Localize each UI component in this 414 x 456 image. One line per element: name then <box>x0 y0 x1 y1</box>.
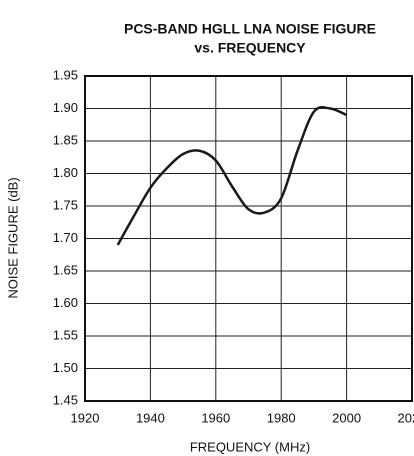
plot-frame <box>84 75 413 402</box>
x-tick-label: 1980 <box>267 410 296 425</box>
y-tick-label: 1.95 <box>53 67 78 82</box>
y-tick-label: 1.70 <box>53 230 78 245</box>
y-tick-label: 1.45 <box>53 392 78 407</box>
chart-title: PCS-BAND HGLL LNA NOISE FIGURE <box>124 21 376 37</box>
x-tick-label: 1940 <box>136 410 165 425</box>
y-tick-label: 1.50 <box>53 360 78 375</box>
data-line <box>116 106 348 246</box>
y-axis-label: NOISE FIGURE (dB) <box>5 177 20 298</box>
y-tick-label: 1.55 <box>53 327 78 342</box>
y-tick-label: 1.80 <box>53 165 78 180</box>
x-tick-label: 2000 <box>332 410 361 425</box>
x-tick-label: 1920 <box>71 410 100 425</box>
y-tick-label: 1.90 <box>53 100 78 115</box>
y-tick-label: 1.75 <box>53 197 78 212</box>
x-axis-label: FREQUENCY (MHz) <box>190 439 310 454</box>
x-tick-label: 2020 <box>398 410 414 425</box>
y-tick-label: 1.65 <box>53 262 78 277</box>
x-tick-label: 1960 <box>201 410 230 425</box>
chart-subtitle: vs. FREQUENCY <box>194 40 306 56</box>
y-tick-label: 1.60 <box>53 295 78 310</box>
y-tick-label: 1.85 <box>53 132 78 147</box>
